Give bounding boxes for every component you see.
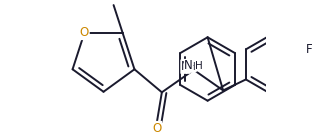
Text: N: N [184,59,193,72]
Text: N: N [181,60,190,73]
Text: F: F [306,43,313,56]
Text: O: O [80,26,89,39]
Text: H: H [196,61,203,71]
Text: O: O [152,122,161,135]
Text: H: H [188,62,196,72]
